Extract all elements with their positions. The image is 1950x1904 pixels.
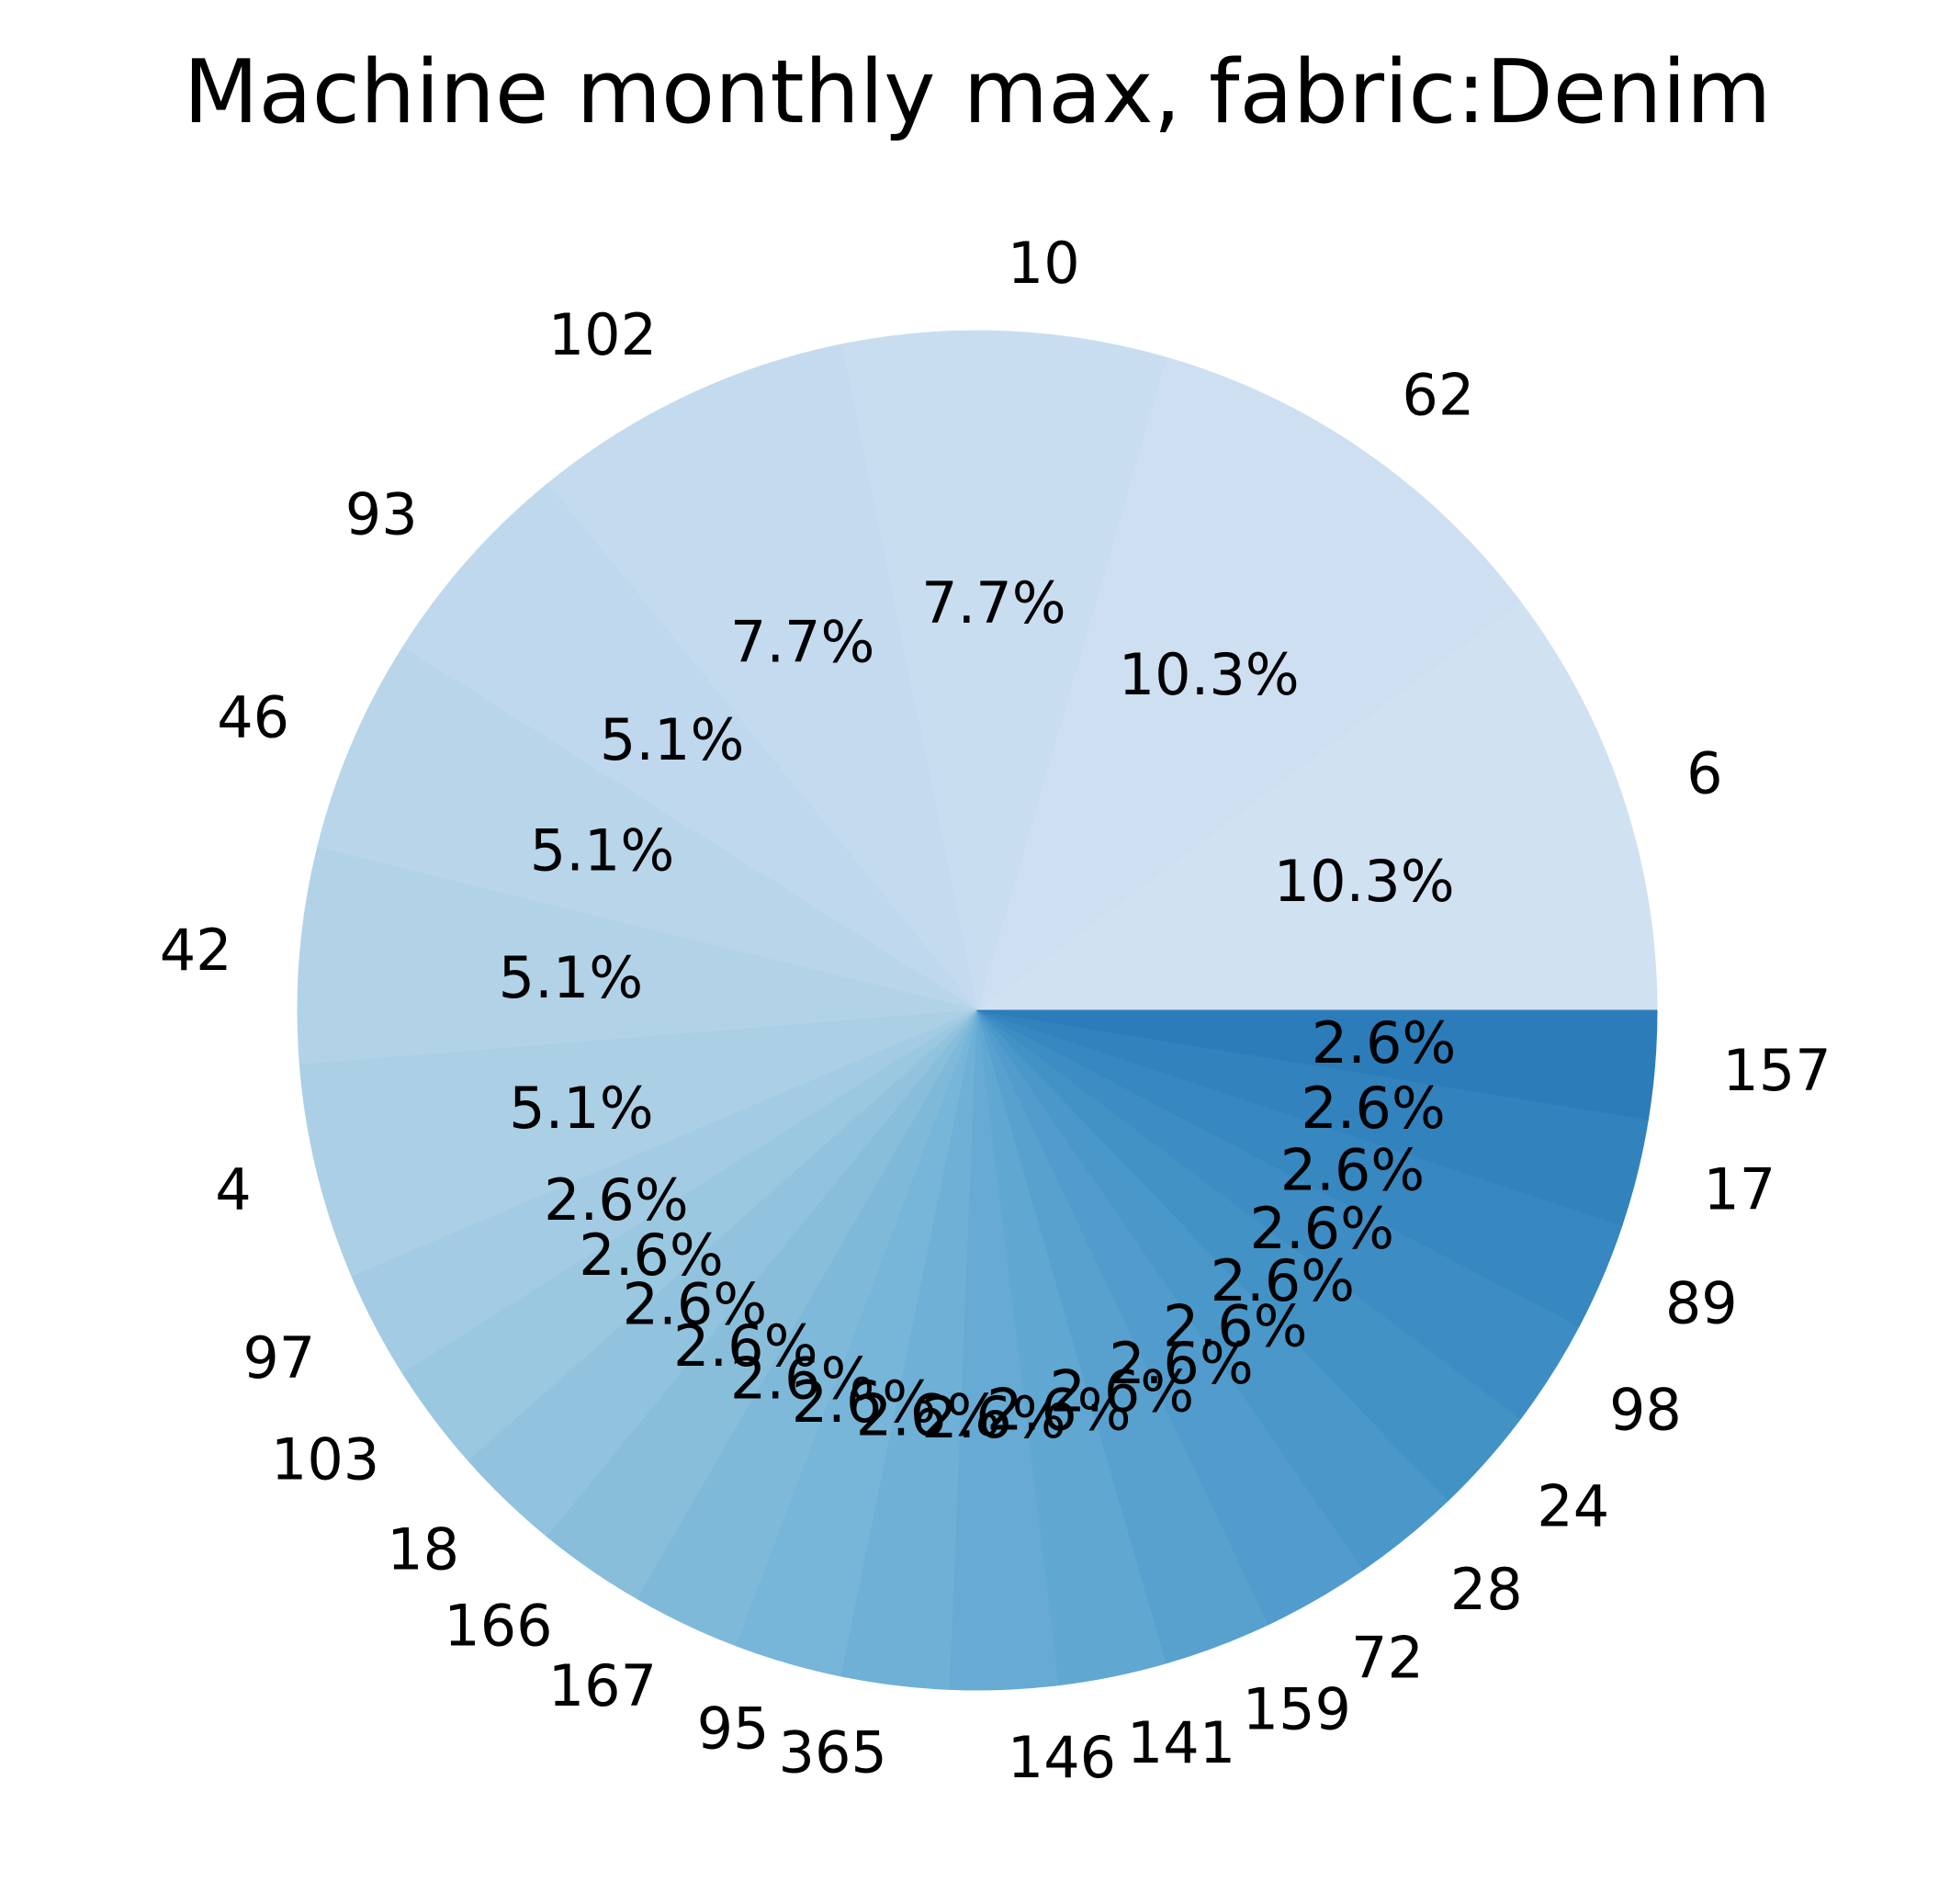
slice-percent-103: 2.6% (579, 1222, 724, 1289)
slice-label-159: 159 (1243, 1676, 1351, 1743)
slice-percent-97: 2.6% (544, 1166, 689, 1234)
slice-percent-95: 2.6% (792, 1369, 937, 1436)
slice-percent-62: 10.3% (1119, 641, 1300, 708)
slice-label-10: 10 (1008, 230, 1080, 297)
slice-percent-157: 2.6% (1312, 1009, 1457, 1076)
chart-title: Machine monthly max, fabric:Denim (184, 42, 1772, 143)
slice-percent-42: 5.1% (499, 944, 644, 1011)
slice-label-365: 365 (779, 1719, 887, 1786)
pie-slice-93 (401, 483, 978, 1011)
slice-label-6: 6 (1686, 740, 1722, 807)
slice-percent-28: 2.6% (1163, 1292, 1308, 1359)
slice-percent-167: 2.6% (730, 1346, 875, 1413)
pie-slices (297, 330, 1658, 1691)
slice-label-102: 102 (548, 301, 657, 368)
slice-label-141: 141 (1127, 1709, 1235, 1776)
pie-slice-102 (547, 344, 978, 1011)
slice-percent-141: 2.6% (986, 1377, 1132, 1444)
pie-slice-10 (840, 330, 1167, 1011)
slice-percent-72: 2.6% (1109, 1330, 1254, 1397)
slice-label-24: 24 (1537, 1472, 1609, 1539)
slice-label-89: 89 (1665, 1270, 1738, 1337)
slice-label-167: 167 (548, 1652, 657, 1719)
pie-slice-6 (975, 601, 1658, 1011)
slice-percent-98: 2.6% (1250, 1195, 1395, 1262)
slice-percent-46: 5.1% (530, 817, 675, 884)
slice-label-72: 72 (1351, 1624, 1424, 1691)
slice-label-28: 28 (1450, 1556, 1523, 1623)
slice-label-157: 157 (1722, 1037, 1831, 1104)
slice-percent-89: 2.6% (1280, 1137, 1426, 1204)
slice-percent-93: 5.1% (600, 706, 745, 773)
slice-percent-18: 2.6% (623, 1271, 768, 1338)
slice-percent-6: 10.3% (1274, 848, 1455, 915)
slice-percent-17: 2.6% (1301, 1075, 1446, 1142)
slice-percent-4: 5.1% (509, 1075, 654, 1142)
slice-label-18: 18 (387, 1516, 459, 1583)
pie-percent-labels: 10.3%10.3%7.7%7.7%5.1%5.1%5.1%5.1%2.6%2.… (499, 569, 1457, 1451)
slice-percent-102: 7.7% (730, 608, 875, 675)
slice-percent-10: 7.7% (921, 569, 1066, 637)
slice-label-46: 46 (217, 683, 289, 750)
pie-slice-157 (976, 1009, 1658, 1121)
slice-label-103: 103 (271, 1426, 379, 1493)
pie-slice-4 (299, 1009, 978, 1278)
slice-label-95: 95 (697, 1695, 770, 1762)
slice-label-97: 97 (242, 1324, 315, 1391)
slice-label-62: 62 (1402, 362, 1474, 429)
pie-slice-42 (297, 847, 978, 1066)
slice-percent-166: 2.6% (673, 1313, 818, 1380)
slice-label-166: 166 (444, 1592, 552, 1659)
pie-slice-62 (976, 356, 1522, 1012)
slice-percent-159: 2.6% (1050, 1358, 1195, 1425)
slice-label-42: 42 (160, 917, 232, 984)
slice-label-17: 17 (1703, 1155, 1775, 1222)
slice-percent-24: 2.6% (1211, 1247, 1356, 1314)
slice-label-98: 98 (1609, 1377, 1682, 1444)
pie-slice-46 (316, 646, 978, 1011)
slice-label-93: 93 (345, 481, 418, 548)
slice-percent-365: 2.6% (856, 1381, 1001, 1448)
slice-percent-146: 2.6% (921, 1384, 1066, 1451)
slice-label-4: 4 (215, 1155, 251, 1222)
slice-label-146: 146 (1008, 1724, 1116, 1791)
